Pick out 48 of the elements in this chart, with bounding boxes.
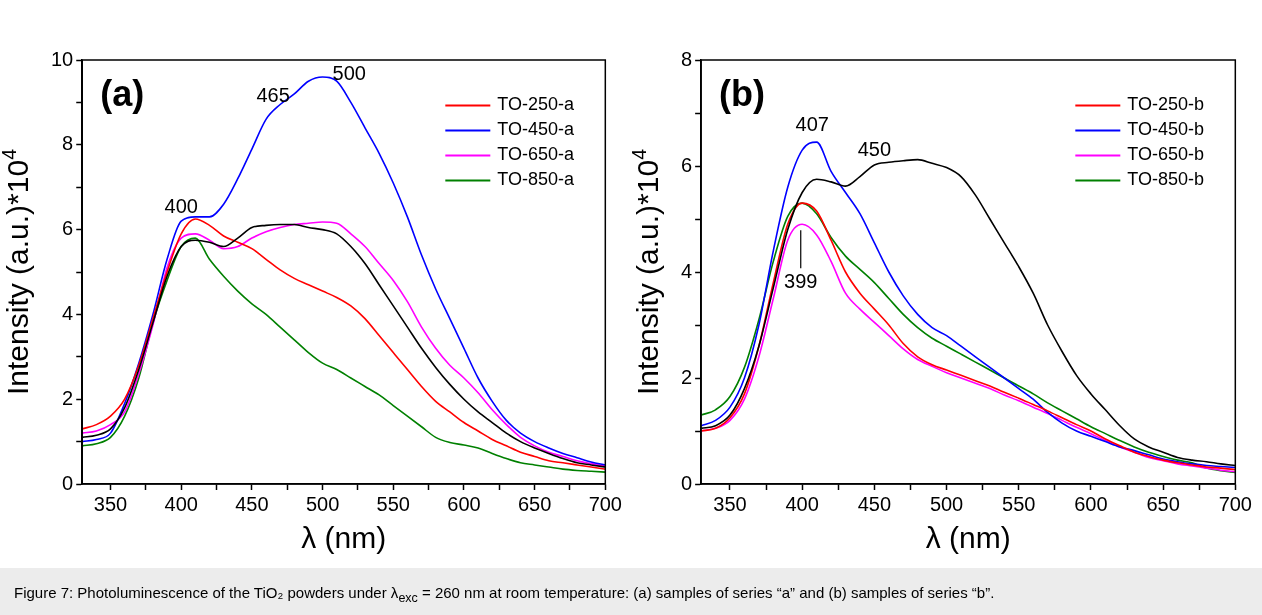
x-tick-label: 700	[588, 492, 622, 515]
legend-label: TO-250-a	[497, 94, 576, 115]
y-tick-label: 4	[681, 259, 693, 282]
x-axis-title: λ (nm)	[925, 521, 1011, 554]
legend-label: TO-250-b	[1127, 94, 1205, 115]
x-tick-label: 600	[447, 492, 481, 515]
legend-label: TO-650-b	[1127, 144, 1205, 165]
y-tick-label: 8	[62, 132, 74, 155]
y-axis-title: Intensity (a.u.)*104	[0, 148, 34, 395]
annotation: 500	[332, 62, 366, 85]
annotation: (b)	[719, 72, 766, 114]
x-tick-label: 550	[376, 492, 410, 515]
annotation: (a)	[100, 72, 145, 114]
legend-label: TO-450-a	[497, 119, 576, 140]
x-tick-label: 400	[785, 492, 819, 515]
x-tick-label: 400	[164, 492, 198, 515]
x-tick-label: 500	[305, 492, 340, 515]
annotation: 399	[784, 269, 818, 292]
y-tick-label: 6	[681, 153, 693, 176]
y-tick-label: 4	[62, 301, 74, 324]
x-tick-label: 350	[93, 492, 128, 515]
y-tick-label: 10	[51, 47, 74, 70]
y-tick-label: 0	[681, 471, 693, 494]
x-tick-label: 450	[235, 492, 269, 515]
annotation: 465	[256, 84, 290, 107]
x-tick-label: 700	[1218, 492, 1252, 515]
annotation: 450	[857, 138, 892, 161]
legend-label: TO-450-b	[1127, 119, 1205, 140]
y-tick-label: 0	[62, 471, 74, 494]
x-tick-label: 350	[713, 492, 747, 515]
annotation: 407	[795, 113, 829, 136]
y-tick-label: 8	[681, 47, 693, 70]
x-axis-title: λ (nm)	[301, 521, 387, 554]
y-tick-label: 2	[62, 386, 74, 409]
legend-label: TO-850-b	[1127, 169, 1205, 190]
legend-label: TO-650-a	[497, 144, 576, 165]
x-tick-label: 600	[1074, 492, 1108, 515]
y-tick-label: 6	[62, 217, 74, 240]
y-axis-title: Intensity (a.u.)*104	[628, 148, 664, 395]
legend-label: TO-850-a	[497, 169, 576, 190]
caption: Figure 7: Photoluminescence of the TiO₂ powders under λ$_{exc}$ = 260 nm at room temperature: (a) samples of series “a” and (b) samples of series “b”.	[0, 568, 1262, 615]
x-tick-label: 650	[1146, 492, 1180, 515]
x-tick-label: 650	[517, 492, 552, 515]
annotation: 400	[164, 194, 198, 217]
y-tick-label: 2	[681, 365, 693, 388]
x-tick-label: 500	[929, 492, 964, 515]
x-tick-label: 550	[1002, 492, 1036, 515]
x-tick-label: 450	[857, 492, 892, 515]
